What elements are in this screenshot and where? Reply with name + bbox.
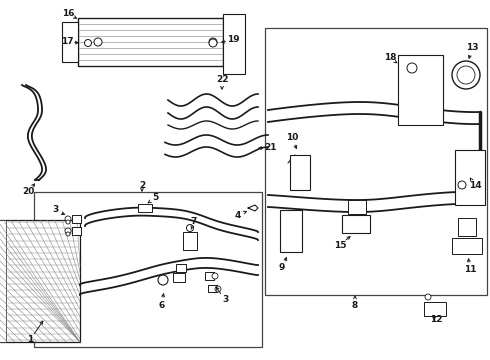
Circle shape [212, 273, 218, 279]
Circle shape [209, 39, 217, 47]
Text: 3: 3 [222, 296, 228, 305]
Bar [452, 238, 482, 254]
Text: 18: 18 [384, 54, 396, 63]
Text: 1: 1 [27, 336, 33, 345]
Polygon shape [248, 205, 258, 211]
Circle shape [457, 66, 475, 84]
Text: 7: 7 [191, 217, 197, 226]
Text: 17: 17 [61, 37, 74, 46]
Circle shape [66, 220, 70, 224]
Bar [0, 220, 80, 342]
Bar [265, 28, 487, 295]
Bar [72, 227, 81, 235]
Circle shape [65, 228, 71, 234]
Text: 9: 9 [279, 264, 285, 273]
Text: 12: 12 [430, 315, 442, 324]
Circle shape [452, 61, 480, 89]
Circle shape [407, 63, 417, 73]
Bar [223, 14, 245, 74]
Circle shape [458, 181, 466, 189]
Bar [176, 264, 186, 272]
Text: 15: 15 [334, 240, 346, 249]
Text: 2: 2 [139, 180, 145, 189]
Bar [0, 220, 6, 342]
Bar [348, 200, 366, 214]
Text: 16: 16 [62, 9, 74, 18]
Circle shape [66, 232, 70, 236]
Circle shape [425, 294, 431, 300]
Text: 14: 14 [469, 180, 481, 189]
Bar [78, 18, 223, 66]
Text: 13: 13 [466, 44, 478, 53]
Text: 22: 22 [216, 76, 228, 85]
Bar [455, 150, 485, 205]
Bar [62, 22, 78, 62]
Bar [458, 218, 476, 236]
Bar [280, 210, 302, 252]
Circle shape [84, 40, 92, 46]
Text: 21: 21 [264, 144, 276, 153]
Text: 4: 4 [235, 211, 241, 220]
Text: 6: 6 [159, 301, 165, 310]
Text: 3: 3 [52, 206, 58, 215]
Text: 11: 11 [464, 266, 476, 274]
Bar [424, 302, 446, 316]
Bar [290, 155, 310, 190]
Text: 8: 8 [352, 301, 358, 310]
Text: 19: 19 [227, 36, 239, 45]
Bar [205, 272, 214, 280]
Circle shape [65, 216, 71, 222]
Bar [183, 232, 197, 250]
Circle shape [215, 286, 221, 292]
Bar [342, 215, 370, 233]
Bar [138, 204, 152, 212]
Bar [72, 215, 81, 223]
Circle shape [158, 275, 168, 285]
Text: 5: 5 [152, 194, 158, 202]
Circle shape [209, 38, 217, 46]
Bar [34, 192, 262, 347]
Bar [398, 55, 443, 125]
Circle shape [187, 225, 194, 231]
Text: 10: 10 [286, 134, 298, 143]
Bar [173, 273, 185, 282]
Circle shape [94, 38, 102, 46]
Bar [208, 285, 217, 292]
Text: 20: 20 [22, 188, 34, 197]
